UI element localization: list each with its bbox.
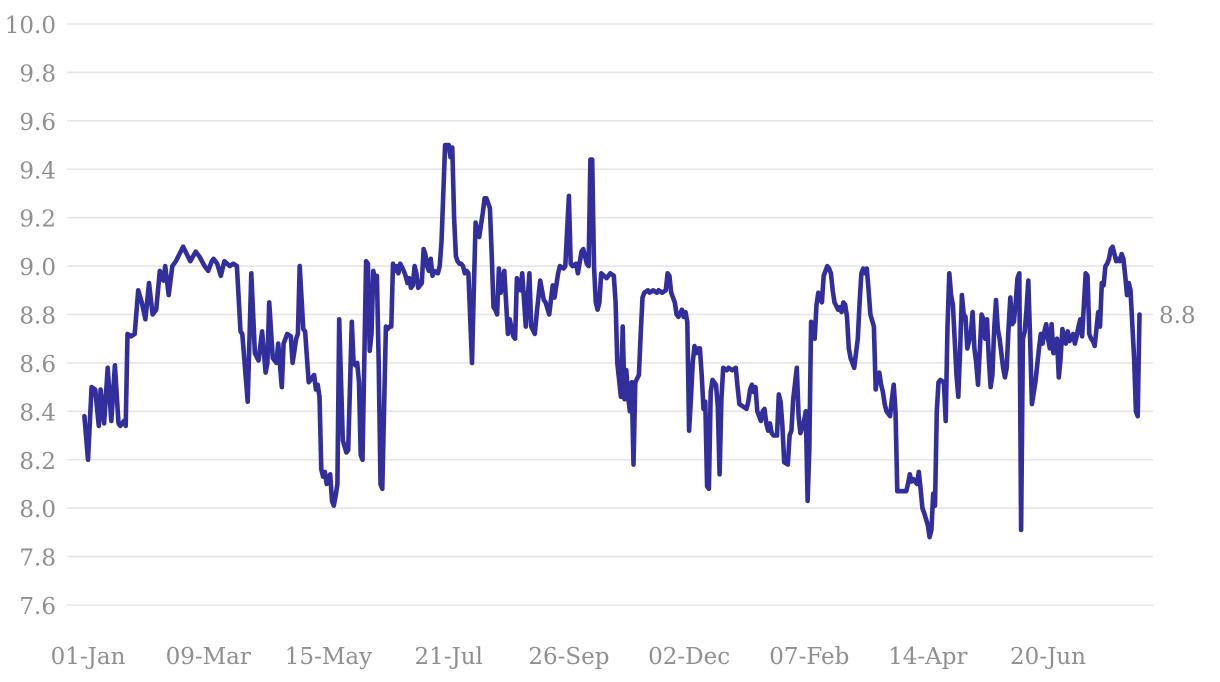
x-axis-tick-label: 07-Feb xyxy=(769,644,849,670)
x-axis-tick-label: 01-Jan xyxy=(51,644,126,670)
latest-value-label: 8.8 xyxy=(1159,303,1196,329)
y-axis-tick-label: 9.2 xyxy=(19,207,56,233)
rate-line xyxy=(82,142,1142,540)
x-axis-tick-label: 14-Apr xyxy=(888,644,967,670)
x-axis-tick-label: 15-May xyxy=(285,644,372,670)
y-axis-tick-label: 8.0 xyxy=(19,497,56,523)
x-axis-tick-label: 20-Jun xyxy=(1010,644,1086,670)
gridlines xyxy=(67,23,1153,606)
data-series xyxy=(82,142,1142,540)
y-axis-tick-label: 10.0 xyxy=(5,13,56,39)
y-axis-tick-labels: 10.0 9.8 9.6 9.4 9.2 9.0 8.8 8.6 8.4 8.2 8.0 7.8 7.6 xyxy=(5,13,56,620)
y-axis-tick-label: 7.8 xyxy=(19,546,56,572)
x-axis-tick-label: 02-Dec xyxy=(648,644,730,670)
y-axis-tick-label: 9.4 xyxy=(19,158,56,184)
y-axis-tick-label: 7.6 xyxy=(19,594,56,620)
y-axis-tick-label: 8.6 xyxy=(19,352,56,378)
y-axis-tick-label: 8.2 xyxy=(19,449,56,475)
x-axis-tick-label: 09-Mar xyxy=(166,644,251,670)
y-axis-tick-label: 8.4 xyxy=(19,400,56,426)
y-axis-tick-label: 9.0 xyxy=(19,255,56,281)
x-axis-tick-labels: 01-Jan 09-Mar 15-May 21-Jul 26-Sep 02-Dec 07-F… xyxy=(51,644,1087,670)
y-axis-tick-label: 9.8 xyxy=(19,61,56,87)
x-axis-tick-label: 21-Jul xyxy=(414,644,482,670)
y-axis-tick-label: 9.6 xyxy=(19,110,56,136)
x-axis-tick-label: 26-Sep xyxy=(528,644,609,670)
y-axis-tick-label: 8.8 xyxy=(19,304,56,330)
